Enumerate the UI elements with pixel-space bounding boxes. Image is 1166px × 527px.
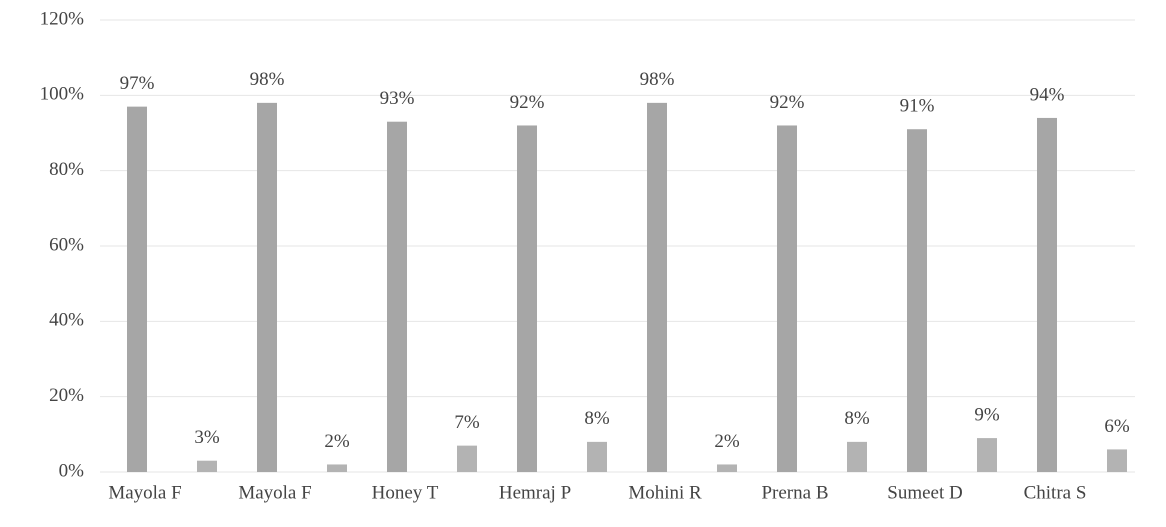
data-label: 92% (770, 92, 805, 113)
data-label: 98% (640, 69, 675, 90)
bar (197, 460, 217, 472)
y-tick-label: 0% (59, 460, 85, 481)
y-tick-label: 60% (49, 234, 84, 255)
bar (1037, 117, 1057, 472)
x-tick-label: Mayola F (238, 482, 311, 503)
data-label: 92% (510, 92, 545, 113)
bar (257, 102, 277, 472)
y-tick-label: 40% (49, 310, 84, 331)
bar (717, 464, 737, 472)
data-label: 8% (584, 408, 610, 429)
data-label: 93% (380, 88, 415, 109)
data-label: 91% (900, 96, 935, 117)
bar (387, 121, 407, 472)
bar (907, 129, 927, 472)
x-tick-label: Hemraj P (499, 482, 571, 503)
bar (327, 464, 347, 472)
bar (1107, 449, 1127, 472)
x-tick-label: Honey T (372, 482, 439, 503)
x-tick-label: Chitra S (1024, 482, 1087, 503)
data-label: 7% (454, 412, 480, 433)
data-label: 6% (1104, 416, 1130, 437)
y-tick-label: 20% (49, 385, 84, 406)
data-label: 2% (714, 431, 740, 452)
x-tick-label: Mayola F (108, 482, 181, 503)
bar (517, 125, 537, 472)
bar (647, 102, 667, 472)
y-tick-label: 100% (40, 84, 85, 105)
bar (457, 445, 477, 472)
bar (127, 106, 147, 472)
bar (777, 125, 797, 472)
y-tick-label: 80% (49, 159, 84, 180)
data-label: 94% (1030, 84, 1065, 105)
data-label: 98% (250, 69, 285, 90)
x-tick-label: Mohini R (628, 482, 702, 503)
y-tick-label: 120% (40, 8, 85, 29)
data-label: 9% (974, 404, 1000, 425)
data-label: 97% (120, 73, 155, 94)
bar (977, 438, 997, 472)
bar (847, 441, 867, 472)
data-label: 3% (194, 427, 220, 448)
bar (587, 441, 607, 472)
data-label: 2% (324, 431, 350, 452)
x-tick-label: Prerna B (761, 482, 828, 503)
data-label: 8% (844, 408, 870, 429)
x-tick-label: Sumeet D (887, 482, 962, 503)
